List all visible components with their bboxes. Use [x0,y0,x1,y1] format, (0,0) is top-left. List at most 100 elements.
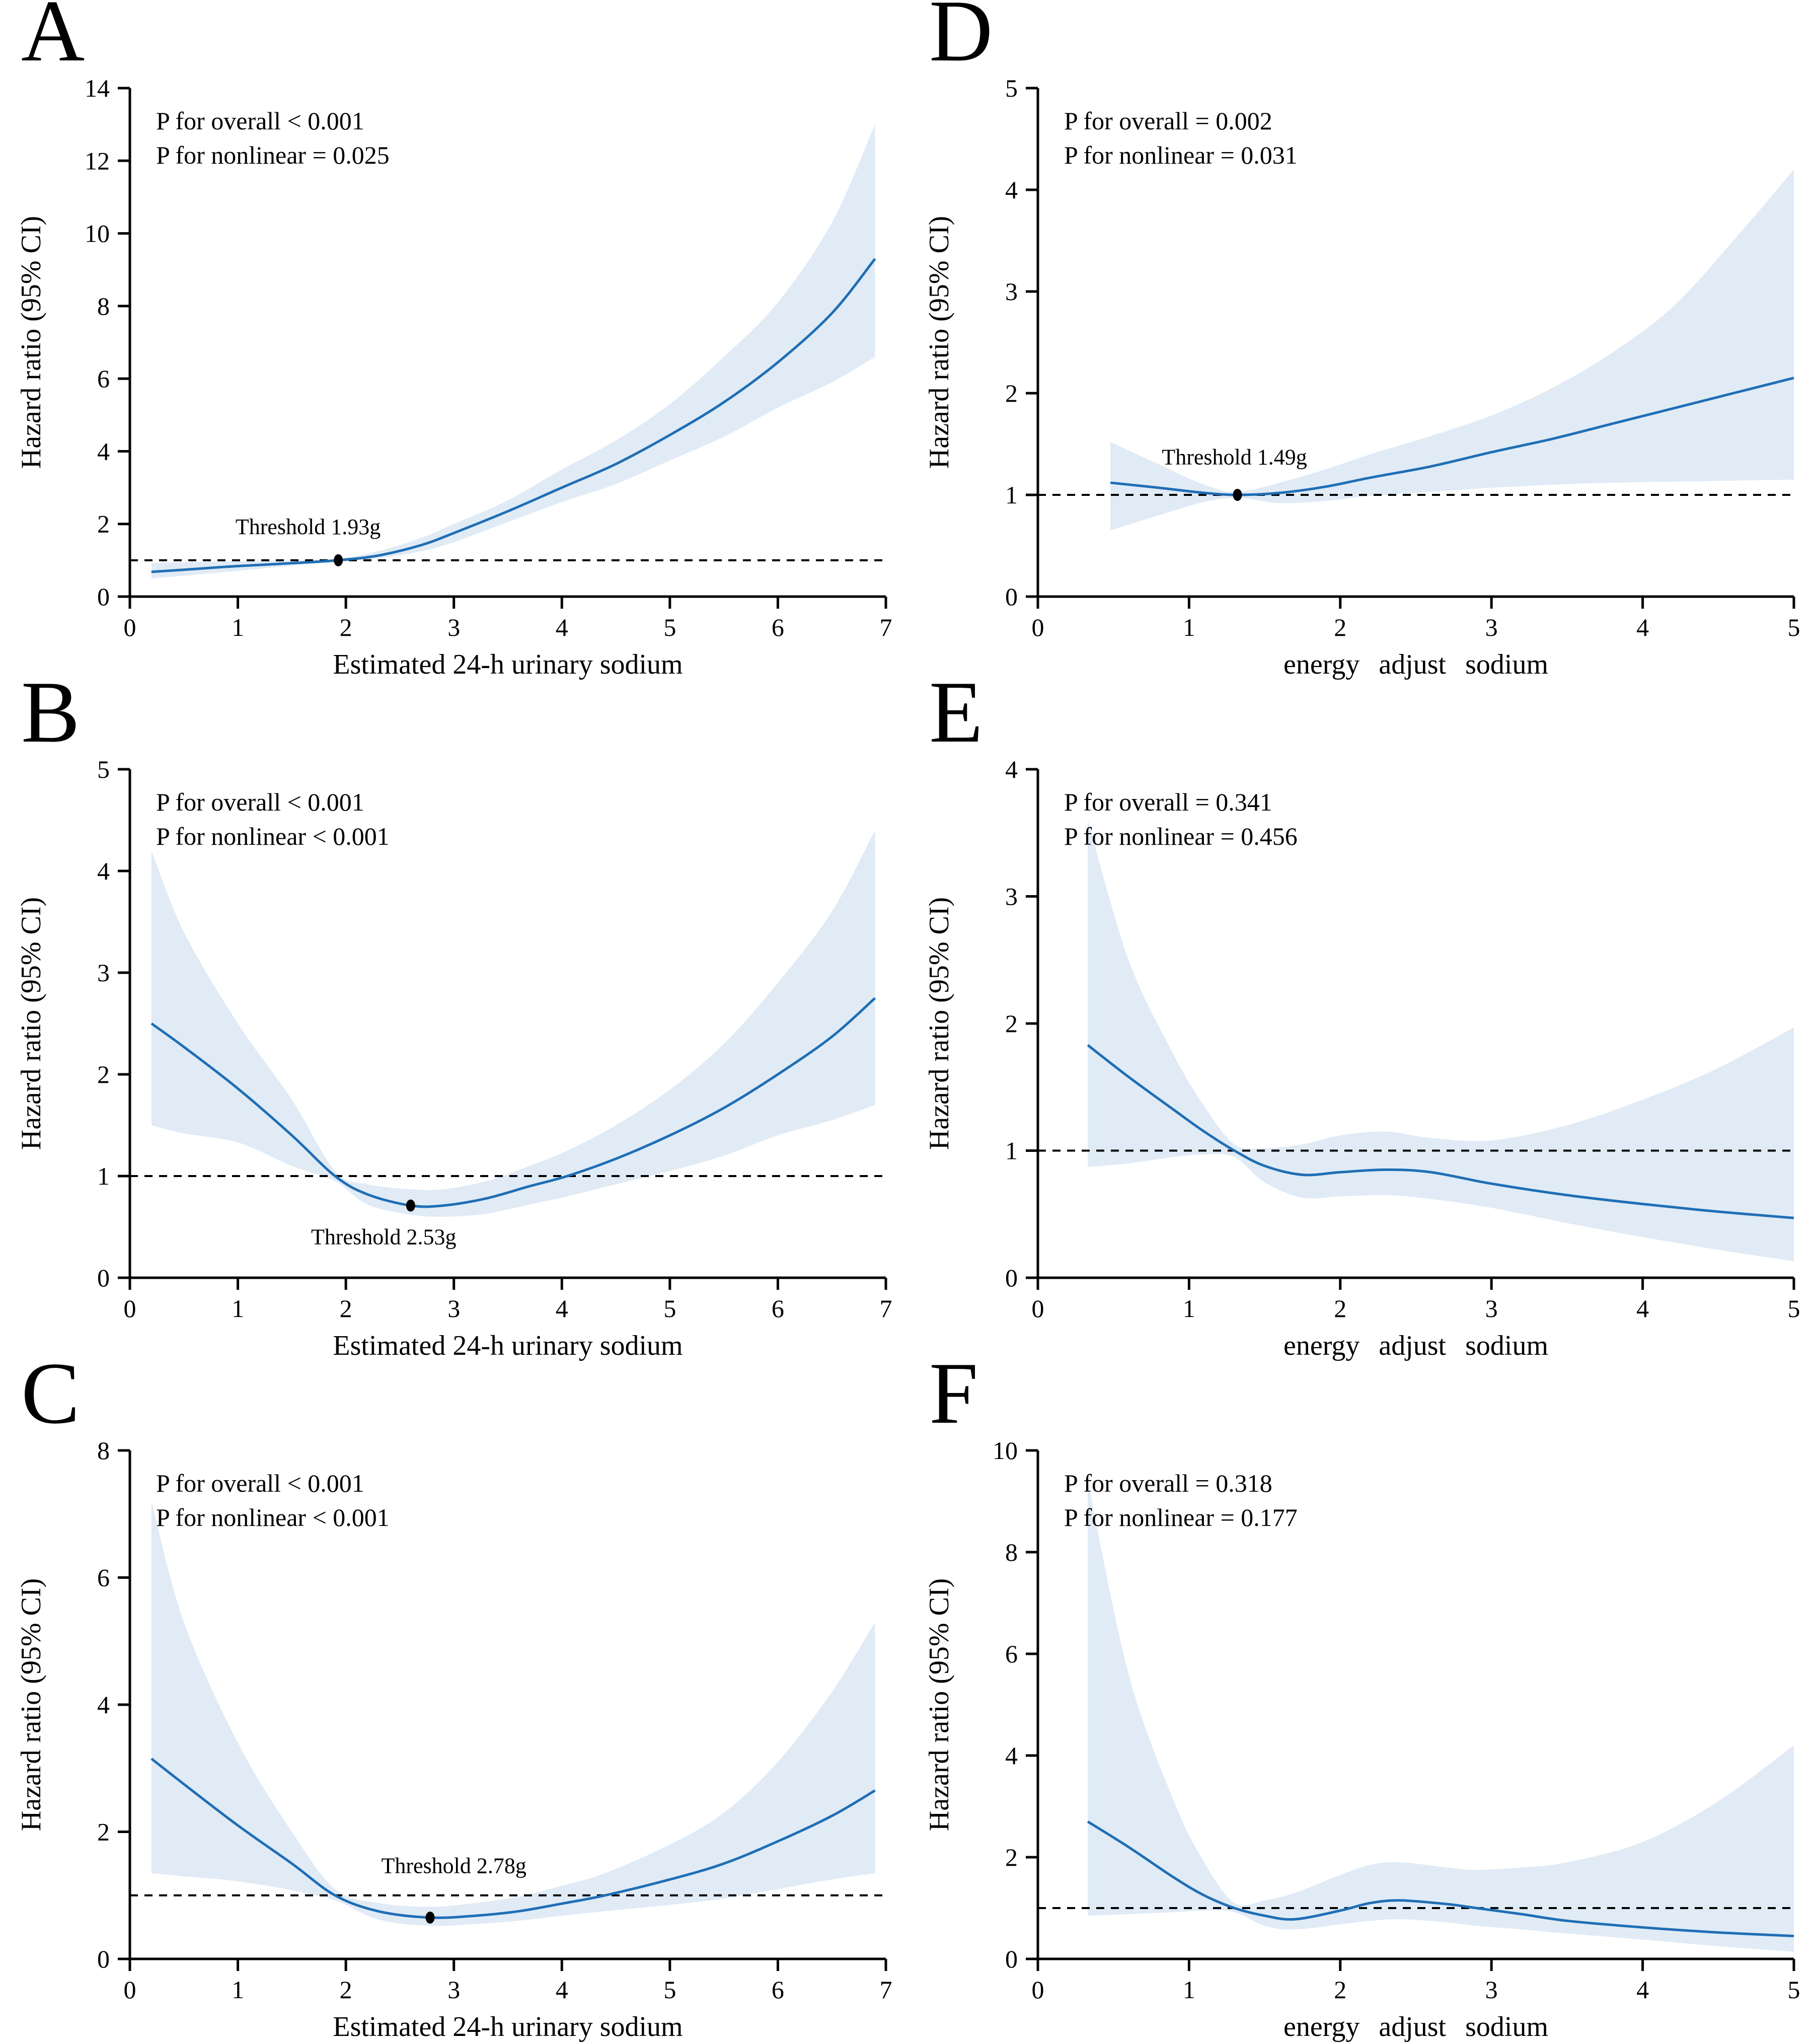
x-axis-title: Estimated 24-h urinary sodium [333,649,683,680]
tick-label: 8 [97,292,110,320]
p-value-annotation: P for nonlinear < 0.001 [156,822,390,850]
tick-label: 7 [880,1294,892,1323]
y-axis-title: Hazard ratio (95% CI) [924,216,955,469]
tick-label: 2 [97,510,110,538]
tick-label: 0 [1005,582,1018,611]
tick-label: 1 [232,1976,244,2004]
tick-label: 4 [1636,1294,1649,1323]
tick-label: 3 [1485,613,1498,641]
panel-letter: A [21,0,85,80]
y-axis-title: Hazard ratio (95% CI) [16,216,47,469]
tick-label: 14 [85,74,110,102]
hr-curve [1110,377,1794,496]
tick-label: 1 [97,1162,110,1190]
tick-label: 2 [1005,379,1018,407]
tick-label: 7 [880,1976,892,2004]
tick-label: 3 [1005,883,1018,911]
hazard-ratio-spline-chart: 0 1 2 3 4 5 0 1 2 3 4 5 6 7 Hazard ratio (95% CI) Estim… [16,755,892,1361]
tick-label: 0 [124,1976,136,2004]
threshold-dot [334,554,343,566]
tick-label: 7 [880,613,892,641]
y-axis-title: Hazard ratio (95% CI) [924,897,955,1150]
x-axis-title: energy adjust sodium [1283,1330,1548,1361]
tick-label: 0 [1005,1264,1018,1292]
tick-label: 5 [1788,613,1800,641]
tick-label: 4 [1005,176,1018,204]
tick-label: 6 [772,1294,784,1323]
p-value-annotation: P for nonlinear = 0.031 [1064,141,1298,169]
hr-curve [1087,1044,1794,1219]
tick-label: 2 [340,1976,352,2004]
p-value-annotation: P for overall = 0.002 [1064,107,1272,135]
tick-label: 1 [1005,1137,1018,1165]
tick-label: 4 [556,1976,568,2004]
tick-label: 8 [97,1436,110,1465]
tick-label: 1 [1183,613,1195,641]
tick-label: 4 [1636,1976,1649,2004]
tick-label: 5 [1788,1976,1800,2004]
tick-label: 1 [1183,1976,1195,2004]
p-value-annotation: P for overall < 0.001 [156,788,364,816]
tick-label: 6 [97,364,110,393]
p-value-annotation: P for overall = 0.318 [1064,1469,1272,1497]
panel-letter: C [21,1344,80,1442]
x-axis-title: Estimated 24-h urinary sodium [333,1330,683,1361]
tick-label: 12 [85,147,110,175]
threshold-dot [1233,489,1242,501]
panel-B: B 0 1 2 3 4 5 0 1 2 3 4 5 6 7 Hazard ratio (95% CI) Est… [0,668,908,1362]
tick-label: 4 [97,1691,110,1719]
tick-label: 4 [556,1294,568,1323]
tick-label: 0 [124,613,136,641]
tick-label: 2 [340,1294,352,1323]
p-value-annotation: P for overall < 0.001 [156,107,364,135]
tick-label: 2 [1005,1843,1018,1871]
p-value-annotation: P for nonlinear = 0.177 [1064,1503,1298,1531]
tick-label: 0 [1032,613,1044,641]
panel-C: C 0 2 4 6 8 0 1 2 3 4 5 6 7 Hazard ratio (95% CI) Esti… [0,1349,908,2043]
x-axis-title: energy adjust sodium [1283,2011,1548,2042]
y-axis-title: Hazard ratio (95% CI) [16,1578,47,1831]
tick-label: 5 [97,755,110,783]
ci-band [151,1501,875,1926]
p-value-annotation: P for overall < 0.001 [156,1469,364,1497]
tick-label: 0 [97,1945,110,1973]
panel-letter: D [929,0,993,80]
tick-label: 0 [1032,1294,1044,1323]
x-axis-title: energy adjust sodium [1283,649,1548,680]
tick-label: 2 [97,1818,110,1846]
tick-label: 3 [1485,1294,1498,1323]
tick-label: 6 [772,1976,784,2004]
tick-label: 0 [1032,1976,1044,2004]
y-axis-title: Hazard ratio (95% CI) [924,1578,955,1831]
tick-label: 2 [97,1060,110,1088]
panel-E: E 0 1 2 3 4 0 1 2 3 4 5 Hazard ratio (95% CI) energy… [908,668,1816,1362]
hr-curve [151,258,876,573]
ci-band [1088,1481,1794,1952]
tick-label: 4 [1005,1741,1018,1770]
p-value-annotation: P for nonlinear < 0.001 [156,1503,390,1531]
tick-label: 5 [1005,74,1018,102]
threshold-dot [406,1199,415,1212]
tick-label: 2 [1005,1009,1018,1038]
hr-curve [150,1758,876,1919]
tick-label: 2 [1334,1976,1346,2004]
tick-label: 1 [1183,1294,1195,1323]
hr-curve [1087,1820,1794,1937]
panel-letter: E [929,663,983,761]
ci-band [151,830,875,1217]
tick-label: 0 [124,1294,136,1323]
ci-band [1088,820,1794,1262]
tick-label: 4 [97,857,110,885]
tick-label: 1 [1005,481,1018,509]
tick-label: 5 [1788,1294,1800,1323]
tick-label: 3 [1485,1976,1498,2004]
tick-label: 6 [772,613,784,641]
p-value-annotation: P for overall = 0.341 [1064,788,1272,816]
tick-label: 5 [663,1976,676,2004]
hazard-ratio-spline-chart: 0 1 2 3 4 5 0 1 2 3 4 5 Hazard ratio (95% CI) energy … [924,74,1800,680]
tick-label: 0 [97,582,110,611]
tick-label: 4 [97,437,110,465]
threshold-label: Threshold 2.53g [311,1224,456,1249]
panel-A: A 0 2 4 6 8 10 12 14 0 1 2 3 4 5 6 7 Hazard ratio (95% C… [0,0,908,681]
panel-F: F 0 2 4 6 8 10 0 1 2 3 4 5 Hazard ratio (95% CI) ener… [908,1349,1816,2043]
